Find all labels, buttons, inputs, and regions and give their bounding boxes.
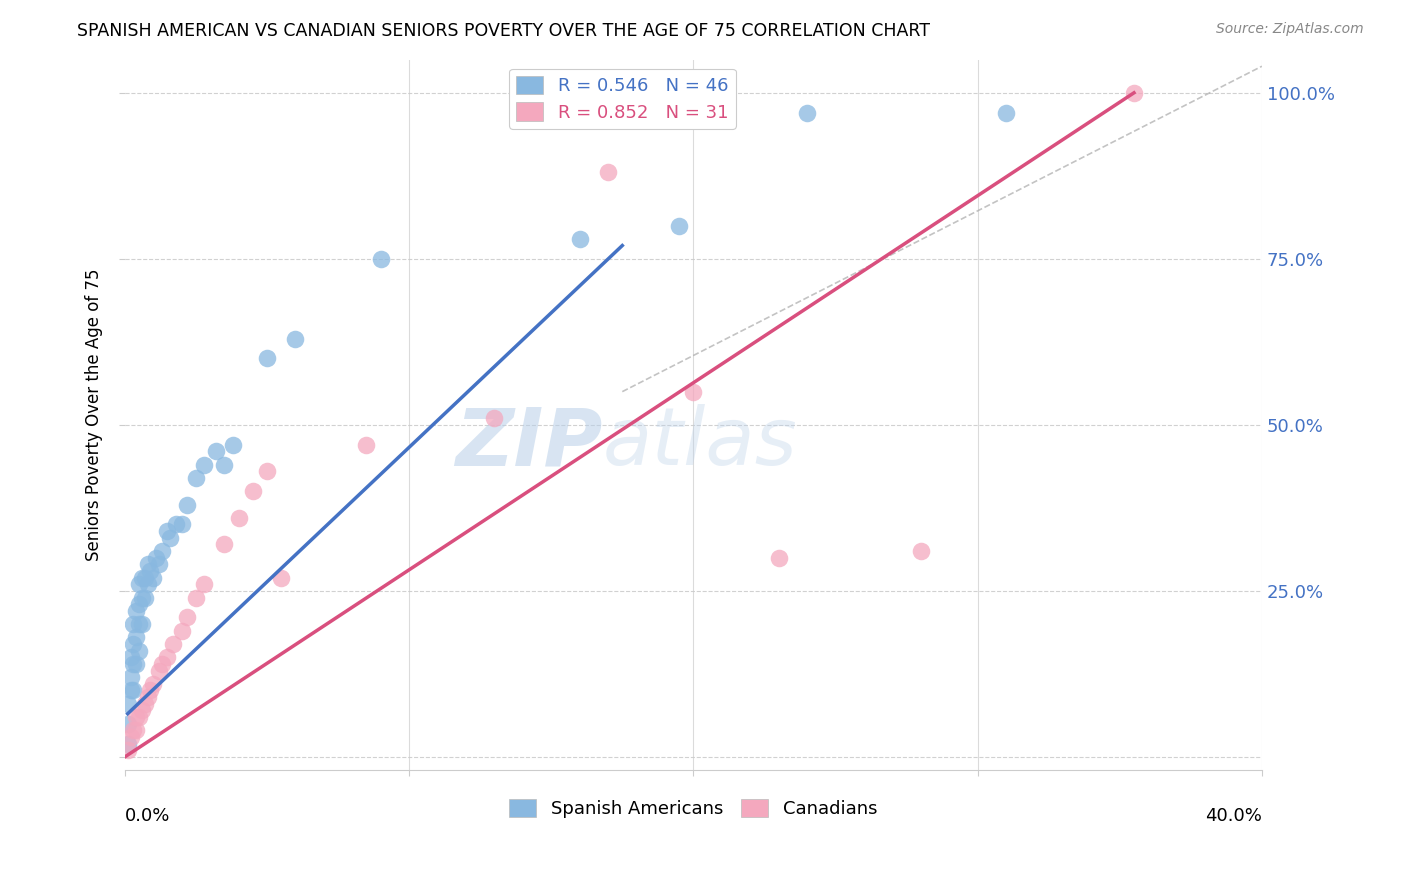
Point <box>136 558 159 572</box>
Point <box>170 624 193 638</box>
Point <box>284 332 307 346</box>
Point <box>768 550 790 565</box>
Point <box>256 464 278 478</box>
Point <box>148 664 170 678</box>
Point <box>242 484 264 499</box>
Point <box>214 458 236 472</box>
Point <box>162 637 184 651</box>
Point <box>125 710 148 724</box>
Point <box>139 683 162 698</box>
Point <box>193 458 215 472</box>
Point <box>131 571 153 585</box>
Point <box>128 597 150 611</box>
Point <box>596 165 619 179</box>
Point <box>125 631 148 645</box>
Point <box>159 531 181 545</box>
Point <box>125 604 148 618</box>
Point <box>193 577 215 591</box>
Point <box>228 511 250 525</box>
Point <box>131 617 153 632</box>
Point <box>142 571 165 585</box>
Legend: Spanish Americans, Canadians: Spanish Americans, Canadians <box>502 791 884 825</box>
Point <box>682 384 704 399</box>
Point <box>117 743 139 757</box>
Point <box>136 577 159 591</box>
Point <box>176 498 198 512</box>
Point <box>484 411 506 425</box>
Point <box>910 544 932 558</box>
Text: 0.0%: 0.0% <box>125 806 170 825</box>
Point <box>122 617 145 632</box>
Point <box>128 577 150 591</box>
Point <box>568 232 591 246</box>
Point <box>117 737 139 751</box>
Point <box>148 558 170 572</box>
Point <box>796 105 818 120</box>
Text: ZIP: ZIP <box>456 404 602 483</box>
Point <box>184 591 207 605</box>
Point <box>134 591 156 605</box>
Point <box>170 517 193 532</box>
Text: 40.0%: 40.0% <box>1205 806 1263 825</box>
Point <box>142 677 165 691</box>
Point <box>134 571 156 585</box>
Point <box>222 438 245 452</box>
Point <box>145 550 167 565</box>
Point <box>122 683 145 698</box>
Point <box>136 690 159 705</box>
Point <box>120 650 142 665</box>
Point <box>125 723 148 738</box>
Point <box>204 444 226 458</box>
Point <box>128 643 150 657</box>
Point <box>122 723 145 738</box>
Point <box>125 657 148 671</box>
Text: Source: ZipAtlas.com: Source: ZipAtlas.com <box>1216 22 1364 37</box>
Point <box>131 703 153 717</box>
Point <box>120 730 142 744</box>
Point <box>131 591 153 605</box>
Point <box>1123 86 1146 100</box>
Point <box>184 471 207 485</box>
Point <box>120 670 142 684</box>
Point <box>122 637 145 651</box>
Point <box>156 524 179 538</box>
Point <box>356 438 378 452</box>
Point <box>128 617 150 632</box>
Point <box>995 105 1018 120</box>
Point <box>122 657 145 671</box>
Text: SPANISH AMERICAN VS CANADIAN SENIORS POVERTY OVER THE AGE OF 75 CORRELATION CHAR: SPANISH AMERICAN VS CANADIAN SENIORS POV… <box>77 22 931 40</box>
Point <box>150 657 173 671</box>
Point <box>176 610 198 624</box>
Point <box>128 710 150 724</box>
Point <box>134 697 156 711</box>
Point <box>150 544 173 558</box>
Y-axis label: Seniors Poverty Over the Age of 75: Seniors Poverty Over the Age of 75 <box>86 268 103 561</box>
Point <box>156 650 179 665</box>
Point <box>270 571 292 585</box>
Point <box>139 564 162 578</box>
Point <box>120 683 142 698</box>
Point <box>117 697 139 711</box>
Point <box>214 537 236 551</box>
Point <box>165 517 187 532</box>
Point <box>668 219 690 233</box>
Text: atlas: atlas <box>602 404 797 483</box>
Point <box>256 351 278 366</box>
Point <box>370 252 392 266</box>
Point <box>117 716 139 731</box>
